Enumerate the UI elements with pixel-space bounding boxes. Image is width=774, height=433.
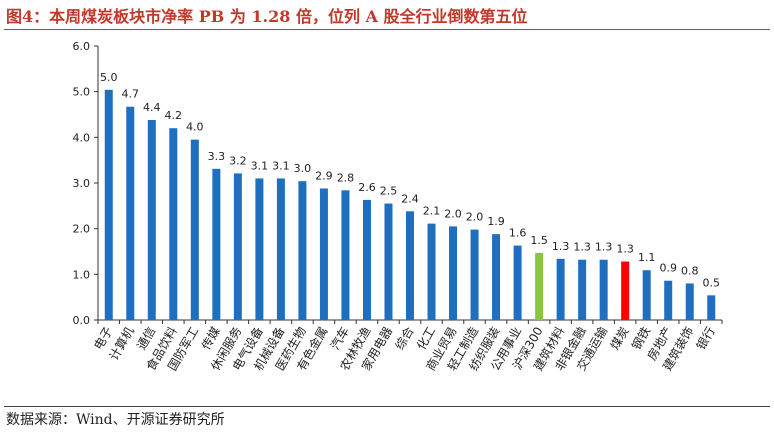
bar-value-label: 1.9 [487, 215, 505, 228]
bar [104, 89, 113, 320]
bar [341, 190, 350, 320]
bar-value-label: 4.7 [122, 88, 140, 101]
bar-value-label: 5.0 [100, 71, 118, 84]
bar-value-label: 3.1 [272, 159, 290, 172]
bar [276, 178, 285, 320]
bar [707, 295, 716, 320]
bar [362, 199, 371, 320]
y-tick-label: 5.0 [73, 86, 91, 99]
y-tick-label: 2.0 [73, 223, 91, 236]
bar-value-label: 2.8 [337, 171, 355, 184]
bar-value-label: 2.5 [380, 185, 398, 198]
bar [126, 106, 135, 320]
bar [169, 128, 178, 320]
bar [319, 188, 328, 320]
source-rule [4, 406, 770, 407]
bar [664, 280, 673, 320]
bar-value-label: 3.0 [294, 162, 312, 175]
bar [470, 229, 479, 320]
bar-value-label: 1.5 [530, 234, 548, 247]
bar-value-label: 2.9 [315, 169, 333, 182]
bar [190, 139, 199, 320]
bar-value-label: 3.2 [229, 154, 247, 167]
bar-value-label: 3.1 [251, 159, 269, 172]
bar [406, 211, 414, 320]
bar-value-label: 1.3 [552, 240, 570, 253]
y-tick-label: 4.0 [73, 131, 91, 144]
bar-value-label: 1.6 [509, 227, 527, 240]
bar-value-label: 3.3 [208, 150, 226, 163]
bar-value-label: 4.0 [186, 121, 204, 134]
bar-value-label: 1.1 [638, 251, 656, 264]
bar [685, 283, 694, 320]
y-tick-label: 3.0 [73, 177, 91, 190]
y-tick-label: 6.0 [73, 40, 91, 53]
title-rule [4, 29, 770, 30]
bar [255, 178, 264, 320]
bar-value-label: 2.0 [466, 211, 484, 224]
bar-value-label: 4.2 [165, 109, 183, 122]
category-label: 综合 [392, 324, 417, 352]
bar [492, 234, 501, 320]
bar [642, 270, 651, 320]
category-label: 煤炭 [608, 325, 632, 353]
bar [556, 258, 565, 320]
bar-value-label: 2.4 [401, 192, 419, 205]
bar [578, 259, 587, 320]
bar [535, 252, 544, 320]
bar-value-label: 2.6 [358, 181, 376, 194]
category-label: 银行 [694, 325, 718, 353]
bar [233, 173, 242, 320]
chart-title: 图4：本周煤炭板块市净率 PB 为 1.28 倍，位列 A 股全行业倒数第五位 [6, 7, 528, 26]
bar-value-label: 1.3 [616, 243, 634, 256]
bar-value-label: 1.3 [595, 241, 613, 254]
source-note: 数据来源：Wind、开源证券研究所 [6, 412, 225, 428]
bar [513, 245, 522, 320]
bar [384, 203, 393, 320]
bar [449, 226, 458, 320]
bar-value-label: 0.5 [702, 276, 720, 289]
y-tick-label: 1.0 [73, 268, 91, 281]
bar [298, 181, 307, 320]
bar-chart: 0.01.02.03.04.05.06.05.0电子4.7计算机4.4通信4.2… [73, 40, 723, 373]
bar [427, 223, 436, 320]
bar-value-label: 2.1 [423, 205, 441, 218]
bar [212, 168, 221, 320]
bar [599, 259, 608, 320]
bar [621, 261, 630, 320]
y-tick-label: 0.0 [73, 314, 91, 327]
bar-value-label: 4.4 [143, 101, 161, 114]
bar-value-label: 1.3 [573, 241, 591, 254]
bar-value-label: 0.9 [659, 262, 677, 275]
bar [147, 119, 156, 320]
bar-value-label: 0.8 [681, 264, 699, 277]
bar-value-label: 2.0 [444, 207, 462, 220]
